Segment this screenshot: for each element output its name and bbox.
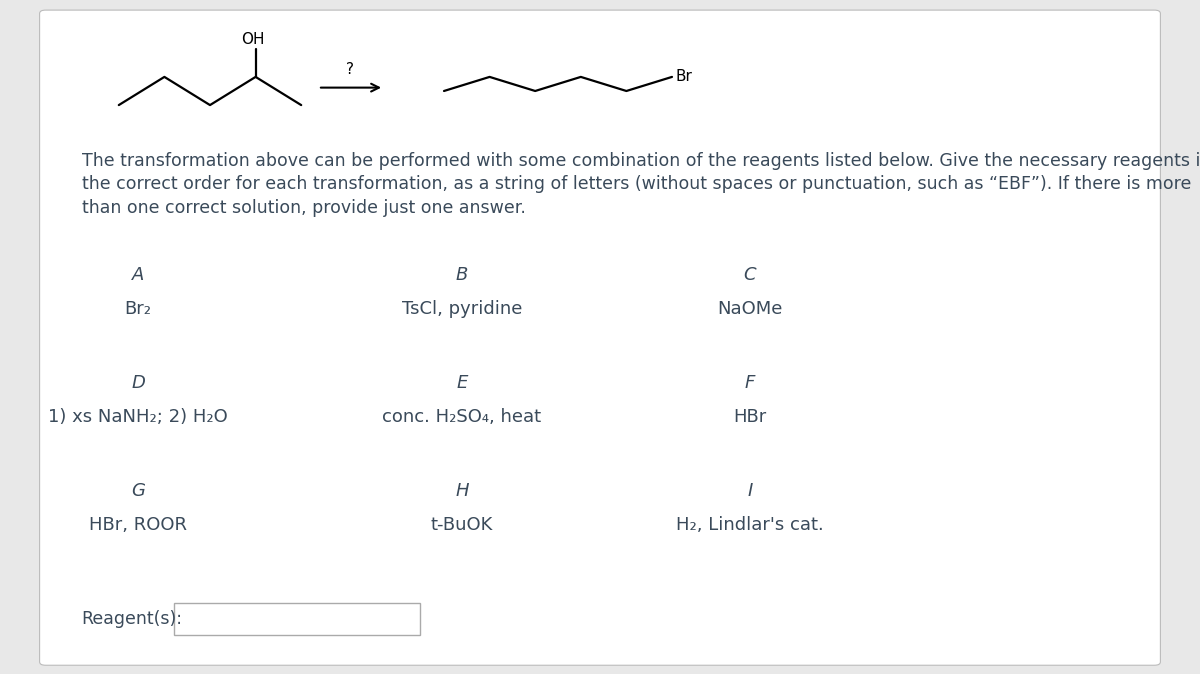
- Text: NaOMe: NaOMe: [718, 300, 782, 318]
- Text: TsCl, pyridine: TsCl, pyridine: [402, 300, 522, 318]
- Text: I: I: [748, 482, 752, 500]
- Text: ?: ?: [347, 62, 354, 77]
- Text: A: A: [132, 266, 144, 284]
- Text: H₂, Lindlar's cat.: H₂, Lindlar's cat.: [676, 516, 824, 534]
- Text: B: B: [456, 266, 468, 284]
- Text: Br: Br: [676, 69, 692, 84]
- FancyBboxPatch shape: [40, 10, 1160, 665]
- Text: H: H: [455, 482, 469, 500]
- Text: F: F: [745, 374, 755, 392]
- Text: G: G: [131, 482, 145, 500]
- Text: Reagent(s):: Reagent(s):: [82, 610, 182, 627]
- Text: HBr, ROOR: HBr, ROOR: [89, 516, 187, 534]
- Text: HBr: HBr: [733, 408, 767, 426]
- Text: D: D: [131, 374, 145, 392]
- Text: t-BuOK: t-BuOK: [431, 516, 493, 534]
- Text: than one correct solution, provide just one answer.: than one correct solution, provide just …: [82, 199, 526, 217]
- Text: The transformation above can be performed with some combination of the reagents : The transformation above can be performe…: [82, 152, 1200, 170]
- FancyBboxPatch shape: [174, 603, 420, 635]
- Text: conc. H₂SO₄, heat: conc. H₂SO₄, heat: [383, 408, 541, 426]
- Text: OH: OH: [241, 32, 265, 47]
- Text: Br₂: Br₂: [125, 300, 151, 318]
- Text: E: E: [456, 374, 468, 392]
- Text: 1) xs NaNH₂; 2) H₂O: 1) xs NaNH₂; 2) H₂O: [48, 408, 228, 426]
- Text: the correct order for each transformation, as a string of letters (without space: the correct order for each transformatio…: [82, 175, 1190, 193]
- Text: C: C: [744, 266, 756, 284]
